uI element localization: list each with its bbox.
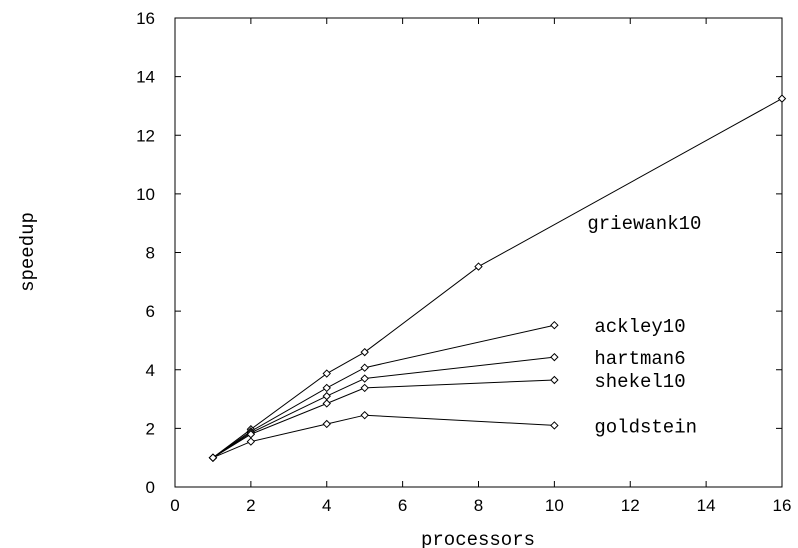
x-tick-label: 16 (773, 496, 792, 515)
data-point-griewank10 (474, 262, 483, 271)
data-point-ackley10 (322, 383, 331, 393)
series-label-goldstein: goldstein (594, 416, 697, 438)
data-point-griewank10 (777, 94, 787, 103)
data-point-shekel10 (360, 383, 369, 393)
y-tick-label: 10 (136, 185, 155, 204)
y-axis-title: speedup (17, 212, 39, 292)
data-point-goldstein (550, 421, 559, 430)
y-tick-label: 16 (136, 9, 155, 28)
data-point-goldstein (360, 410, 369, 420)
x-tick-label: 8 (474, 496, 483, 515)
y-tick-label: 6 (146, 302, 155, 321)
series-line-hartman6 (212, 356, 555, 459)
data-point-hartman6 (550, 352, 559, 362)
series-label-hartman6: hartman6 (594, 348, 685, 370)
data-point-ackley10 (550, 320, 559, 330)
data-point-shekel10 (550, 375, 559, 385)
x-tick-label: 2 (246, 496, 255, 515)
x-tick-label: 12 (621, 496, 640, 515)
data-point-hartman6 (360, 374, 369, 383)
series-lines (212, 98, 783, 459)
series-line-ackley10 (212, 324, 555, 459)
data-point-goldstein (208, 453, 218, 462)
series-line-griewank10 (212, 98, 783, 459)
series-points (208, 94, 787, 462)
data-point-goldstein (322, 419, 331, 429)
series-line-goldstein (212, 414, 555, 459)
x-tick-label: 14 (697, 496, 716, 515)
y-tick-label: 8 (146, 244, 155, 263)
y-tick-label: 4 (146, 361, 155, 380)
x-axis-title: processors (421, 529, 535, 548)
data-point-goldstein (246, 437, 256, 446)
data-point-griewank10 (360, 347, 369, 357)
y-tick-label: 12 (136, 126, 155, 145)
data-point-hartman6 (322, 391, 331, 401)
data-point-shekel10 (322, 399, 331, 408)
x-tick-label: 0 (170, 496, 179, 515)
data-point-griewank10 (322, 369, 331, 378)
x-tick-label: 6 (398, 496, 407, 515)
series-label-griewank10: griewank10 (587, 213, 701, 235)
x-tick-label: 10 (545, 496, 564, 515)
axis-ticks: 0 2 4 6 8 10 12 14 16 0 2 4 6 8 10 12 14 16 (136, 9, 791, 515)
series-label-ackley10: ackley10 (594, 316, 685, 338)
y-tick-label: 0 (146, 478, 155, 497)
x-tick-label: 4 (322, 496, 331, 515)
series-line-shekel10 (212, 379, 555, 459)
y-tick-label: 2 (146, 419, 155, 438)
data-point-ackley10 (360, 363, 369, 372)
series-label-shekel10: shekel10 (594, 371, 685, 393)
y-tick-label: 14 (136, 68, 155, 87)
